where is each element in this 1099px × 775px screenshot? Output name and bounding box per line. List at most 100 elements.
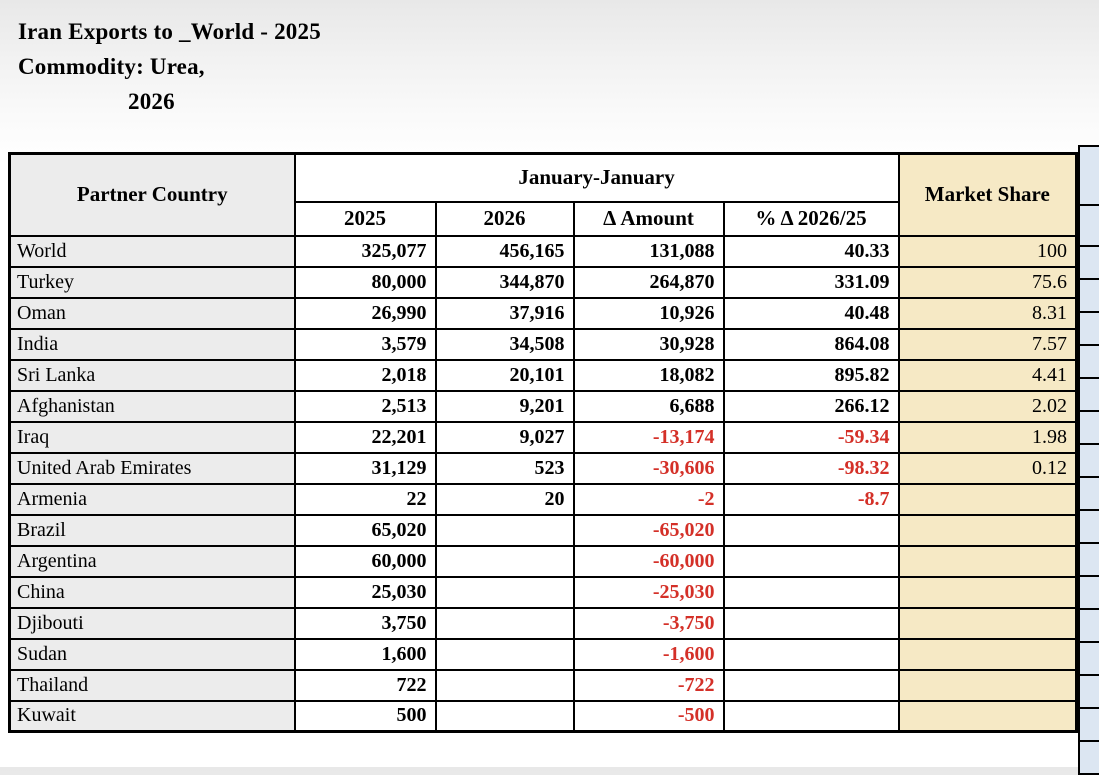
value-2026-cell: 34,508 [434, 327, 575, 361]
adjacent-cell [1078, 674, 1099, 709]
delta-amount-cell: -500 [572, 699, 725, 733]
partner-cell: Sri Lanka [8, 358, 296, 392]
table-row: Afghanistan 2,513 9,201 6,688 266.12 2.02 [8, 389, 1078, 423]
value-2026-cell [434, 668, 575, 702]
partner-cell: Djibouti [8, 606, 296, 640]
delta-amount-cell: 18,082 [572, 358, 725, 392]
adjacent-cell [1078, 476, 1099, 511]
delta-amount-cell: -65,020 [572, 513, 725, 547]
market-share-cell: 4.41 [897, 358, 1078, 392]
delta-amount-header: Δ Amount [572, 200, 725, 237]
adjacent-cell [1078, 443, 1099, 478]
pct-change-cell [722, 513, 900, 547]
adjacent-cell [1078, 245, 1099, 280]
market-share-cell [897, 699, 1078, 733]
partner-cell: India [8, 327, 296, 361]
partner-cell: Argentina [8, 544, 296, 578]
value-2026-cell: 20 [434, 482, 575, 516]
adjacent-table-strip [1078, 145, 1099, 775]
value-2025-cell: 3,579 [293, 327, 437, 361]
value-2026-cell: 9,027 [434, 420, 575, 454]
delta-amount-cell: -13,174 [572, 420, 725, 454]
delta-amount-cell: 6,688 [572, 389, 725, 423]
value-2025-cell: 60,000 [293, 544, 437, 578]
partner-cell: Armenia [8, 482, 296, 516]
value-2026-cell [434, 637, 575, 671]
partner-cell: Turkey [8, 265, 296, 299]
table-row: Kuwait 500 -500 [8, 699, 1078, 733]
period-header: January-January [293, 152, 900, 203]
market-share-cell [897, 544, 1078, 578]
delta-amount-cell: 131,088 [572, 234, 725, 268]
adjacent-cell [1078, 377, 1099, 412]
title-line-3: 2026 [128, 89, 175, 114]
delta-amount-cell: -60,000 [572, 544, 725, 578]
partner-cell: Iraq [8, 420, 296, 454]
partner-cell: Afghanistan [8, 389, 296, 423]
value-2025-cell: 3,750 [293, 606, 437, 640]
adjacent-cell [1078, 410, 1099, 445]
adjacent-cell [1078, 509, 1099, 544]
pct-change-cell [722, 575, 900, 609]
pct-change-cell: 40.33 [722, 234, 900, 268]
value-2026-cell: 37,916 [434, 296, 575, 330]
title-line-1: Iran Exports to _World - 2025 [18, 19, 321, 44]
pct-change-cell: 895.82 [722, 358, 900, 392]
market-share-cell [897, 606, 1078, 640]
year-2026-header: 2026 [434, 200, 575, 237]
pct-change-cell: -98.32 [722, 451, 900, 485]
value-2026-cell [434, 699, 575, 733]
value-2026-cell [434, 513, 575, 547]
table-row: Brazil 65,020 -65,020 [8, 513, 1078, 547]
pct-change-cell [722, 606, 900, 640]
value-2026-cell: 344,870 [434, 265, 575, 299]
delta-amount-cell: -25,030 [572, 575, 725, 609]
partner-cell: Thailand [8, 668, 296, 702]
adjacent-cell [1078, 707, 1099, 742]
page-title: Iran Exports to _World - 2025 Commodity:… [18, 14, 321, 119]
market-share-cell: 100 [897, 234, 1078, 268]
adjacent-cell [1078, 278, 1099, 313]
adjacent-cell [1078, 311, 1099, 346]
table-row: World 325,077 456,165 131,088 40.33 100 [8, 234, 1078, 268]
table-body: World 325,077 456,165 131,088 40.33 100 Turkey… [8, 234, 1078, 733]
value-2025-cell: 25,030 [293, 575, 437, 609]
table-row: Iraq 22,201 9,027 -13,174 -59.34 1.98 [8, 420, 1078, 454]
adjacent-cell [1078, 575, 1099, 610]
main-table: Partner Country January-January Market S… [8, 152, 1079, 733]
pct-change-header: % Δ 2026/25 [722, 200, 900, 237]
partner-cell: Kuwait [8, 699, 296, 733]
table-row: Turkey 80,000 344,870 264,870 331.09 75.6 [8, 265, 1078, 299]
value-2026-cell [434, 544, 575, 578]
adjacent-cell [1078, 145, 1099, 206]
value-2025-cell: 2,018 [293, 358, 437, 392]
adjacent-cell [1078, 542, 1099, 577]
pct-change-cell: 40.48 [722, 296, 900, 330]
partner-cell: World [8, 234, 296, 268]
market-share-cell [897, 513, 1078, 547]
adjacent-cell [1078, 608, 1099, 643]
pct-change-cell: 864.08 [722, 327, 900, 361]
market-share-cell: 1.98 [897, 420, 1078, 454]
value-2025-cell: 22,201 [293, 420, 437, 454]
value-2025-cell: 1,600 [293, 637, 437, 671]
market-share-header: Market Share [897, 152, 1078, 237]
market-share-cell [897, 482, 1078, 516]
value-2026-cell: 20,101 [434, 358, 575, 392]
partner-cell: China [8, 575, 296, 609]
market-share-cell [897, 575, 1078, 609]
pct-change-cell [722, 699, 900, 733]
pct-change-cell: -59.34 [722, 420, 900, 454]
pct-change-cell [722, 668, 900, 702]
table-row: Sri Lanka 2,018 20,101 18,082 895.82 4.41 [8, 358, 1078, 392]
pct-change-cell: -8.7 [722, 482, 900, 516]
partner-country-header: Partner Country [8, 152, 296, 237]
value-2026-cell [434, 575, 575, 609]
value-2025-cell: 22 [293, 482, 437, 516]
pct-change-cell [722, 544, 900, 578]
table-row: Argentina 60,000 -60,000 [8, 544, 1078, 578]
market-share-cell [897, 668, 1078, 702]
partner-cell: United Arab Emirates [8, 451, 296, 485]
table-row: India 3,579 34,508 30,928 864.08 7.57 [8, 327, 1078, 361]
partner-cell: Brazil [8, 513, 296, 547]
